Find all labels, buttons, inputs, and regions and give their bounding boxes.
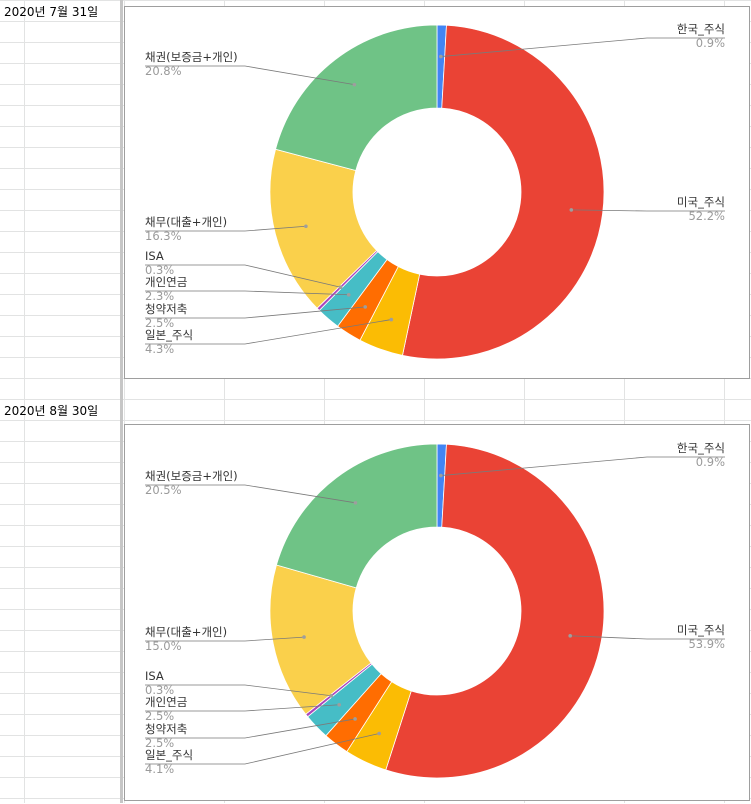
slice-label-채권-보증금-개인: 채권(보증금+개인) xyxy=(145,50,238,64)
slice-pct-청약저축: 2.5% xyxy=(145,736,174,750)
leader-dot-채권-보증금-개인 xyxy=(352,82,357,87)
slice-pct-개인연금: 2.5% xyxy=(145,709,174,723)
leader-dot-개인연금 xyxy=(337,702,341,707)
slice-label-청약저축: 청약저축 xyxy=(145,722,187,736)
leader-line-채권-보증금-개인 xyxy=(145,65,355,86)
leader-line-한국-주식 xyxy=(440,456,725,476)
leader-line-일본-주식 xyxy=(145,733,380,765)
leader-dot-청약저축 xyxy=(353,717,357,721)
leader-line-청약저축 xyxy=(145,306,366,319)
leader-line-isa xyxy=(145,264,341,288)
slice-label-isa: ISA xyxy=(145,249,164,263)
donut-slices xyxy=(269,443,605,779)
slice-pct-일본-주식: 4.1% xyxy=(145,762,174,776)
leader-dot-일본-주식 xyxy=(377,731,381,736)
leader-dot-일본-주식 xyxy=(389,317,394,322)
leader-dot-채무-대출-개인 xyxy=(302,635,306,639)
slice-label-청약저축: 청약저축 xyxy=(145,302,187,316)
leader-line-채무-대출-개인 xyxy=(145,225,306,232)
leader-line-한국-주식 xyxy=(440,37,725,57)
leader-line-isa xyxy=(145,684,332,697)
slice-label-일본-주식: 일본_주식 xyxy=(145,328,193,342)
donut-chart-august-svg: 한국_주식0.9%미국_주식53.9%일본_주식4.1%청약저축2.5%개인연금… xyxy=(145,441,725,779)
slice-pct-채무-대출-개인: 16.3% xyxy=(145,229,182,243)
slice-pct-미국-주식: 53.9% xyxy=(688,637,725,651)
leader-dot-채무-대출-개인 xyxy=(304,224,308,229)
slice-pct-isa: 0.3% xyxy=(145,683,174,697)
leader-line-개인연금 xyxy=(145,704,340,712)
leader-dot-한국-주식 xyxy=(439,54,443,59)
slice-label-개인연금: 개인연금 xyxy=(145,695,187,709)
slice-label-미국-주식: 미국_주식 xyxy=(677,623,725,637)
donut-chart-august[interactable]: 한국_주식 0.9% 미국_주식 53.9% 일본_주식 4.1% 청약저축 2.5% 개인연금… xyxy=(124,424,750,801)
column-separator[interactable] xyxy=(120,0,123,803)
slice-label-개인연금: 개인연금 xyxy=(145,275,187,289)
leader-line-일본-주식 xyxy=(145,319,392,345)
leader-line-개인연금 xyxy=(145,290,349,296)
donut-chart-july[interactable]: 한국_주식 0.9% 미국_주식 52.2% 일본_주식 4.3% 청약저축 2.5% 개인연금… xyxy=(124,6,750,379)
leader-line-미국-주식 xyxy=(570,635,725,640)
leader-dot-한국-주식 xyxy=(439,473,443,478)
slice-label-isa: ISA xyxy=(145,669,164,683)
leader-dot-미국-주식 xyxy=(569,208,574,212)
slice-pct-채무-대출-개인: 15.0% xyxy=(145,639,182,653)
leader-dot-isa xyxy=(338,285,343,290)
leader-line-채권-보증금-개인 xyxy=(145,484,356,504)
slice-label-채무-대출-개인: 채무(대출+개인) xyxy=(145,215,227,229)
slice-pct-한국-주식: 0.9% xyxy=(696,455,725,469)
leader-dot-미국-주식 xyxy=(568,634,573,638)
leader-dot-채권-보증금-개인 xyxy=(353,501,358,505)
slice-pct-미국-주식: 52.2% xyxy=(688,209,725,223)
slice-pct-일본-주식: 4.3% xyxy=(145,342,174,356)
slice-label-채권-보증금-개인: 채권(보증금+개인) xyxy=(145,469,238,483)
slice-label-한국-주식: 한국_주식 xyxy=(677,22,725,36)
date-label-august: 2020년 8월 30일 xyxy=(4,404,99,418)
leader-line-미국-주식 xyxy=(571,209,725,212)
date-label-july: 2020년 7월 31일 xyxy=(4,5,99,19)
slice-미국-주식[interactable] xyxy=(385,443,605,779)
slice-pct-채권-보증금-개인: 20.5% xyxy=(145,483,182,497)
slice-채권-보증금-개인[interactable] xyxy=(275,443,438,589)
slice-채권-보증금-개인[interactable] xyxy=(275,24,438,172)
leader-dot-isa xyxy=(329,693,334,698)
slice-pct-채권-보증금-개인: 20.8% xyxy=(145,64,182,78)
slice-pct-isa: 0.3% xyxy=(145,263,174,277)
leader-line-채무-대출-개인 xyxy=(145,636,305,642)
slice-label-한국-주식: 한국_주식 xyxy=(677,441,725,455)
slice-label-일본-주식: 일본_주식 xyxy=(145,748,193,762)
slice-pct-개인연금: 2.3% xyxy=(145,289,174,303)
slice-미국-주식[interactable] xyxy=(402,24,605,360)
slice-label-채무-대출-개인: 채무(대출+개인) xyxy=(145,625,227,639)
slice-pct-한국-주식: 0.9% xyxy=(696,36,725,50)
leader-dot-청약저축 xyxy=(363,305,368,309)
slice-labels: 한국_주식0.9%미국_주식53.9%일본_주식4.1%청약저축2.5%개인연금… xyxy=(145,441,725,776)
slice-label-미국-주식: 미국_주식 xyxy=(677,195,725,209)
leader-line-청약저축 xyxy=(145,718,356,739)
donut-slices xyxy=(269,24,605,360)
leader-dot-개인연금 xyxy=(346,292,351,297)
slice-pct-청약저축: 2.5% xyxy=(145,316,174,330)
